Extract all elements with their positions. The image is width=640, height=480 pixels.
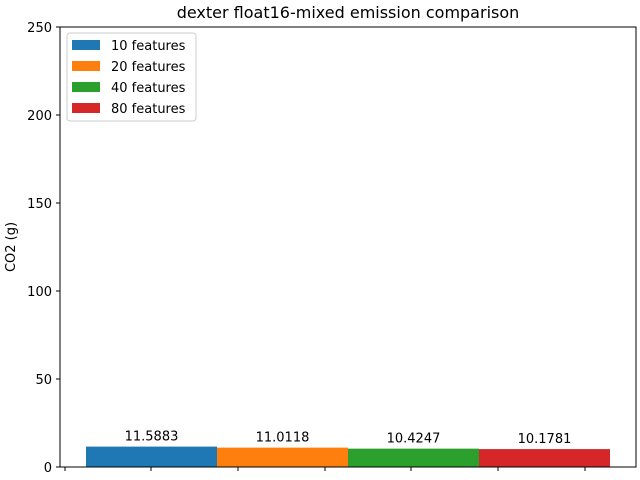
data-labels-group: 11.5883 11.0118 10.4247 10.1781 (125, 430, 572, 447)
legend-swatch-3 (72, 82, 100, 92)
y-tick-label-5: 250 (27, 21, 52, 36)
bars-group (86, 446, 610, 467)
chart-title: dexter float16-mixed emission comparison (177, 3, 520, 22)
legend-swatch-4 (72, 103, 100, 113)
legend-entry-2: 20 features (111, 60, 186, 75)
legend: 10 features 20 features 40 features 80 feat… (66, 32, 197, 122)
y-tick-label-2: 100 (27, 285, 52, 300)
bar-2 (217, 447, 348, 467)
legend-entry-4: 80 features (111, 102, 186, 117)
data-label-2: 11.0118 (256, 431, 310, 446)
x-axis (64, 467, 586, 471)
legend-box (66, 32, 197, 122)
y-tick-label-3: 150 (27, 197, 52, 212)
data-label-4: 10.1781 (518, 432, 572, 447)
y-axis: 0 50 100 150 200 250 (27, 21, 60, 476)
bar-1 (86, 446, 217, 467)
data-label-1: 11.5883 (125, 430, 179, 445)
y-tick-label-0: 0 (44, 461, 52, 476)
plot-frame (59, 26, 637, 468)
bar-3 (348, 448, 479, 467)
legend-swatch-1 (72, 40, 100, 50)
y-tick-label-4: 200 (27, 109, 52, 124)
y-tick-label-1: 50 (35, 373, 52, 388)
bar-4 (479, 449, 610, 467)
y-axis-label: CO2 (g) (4, 222, 19, 272)
legend-swatch-2 (72, 61, 100, 71)
data-label-3: 10.4247 (387, 432, 441, 447)
legend-entry-1: 10 features (111, 39, 186, 54)
legend-entry-3: 40 features (111, 81, 186, 96)
